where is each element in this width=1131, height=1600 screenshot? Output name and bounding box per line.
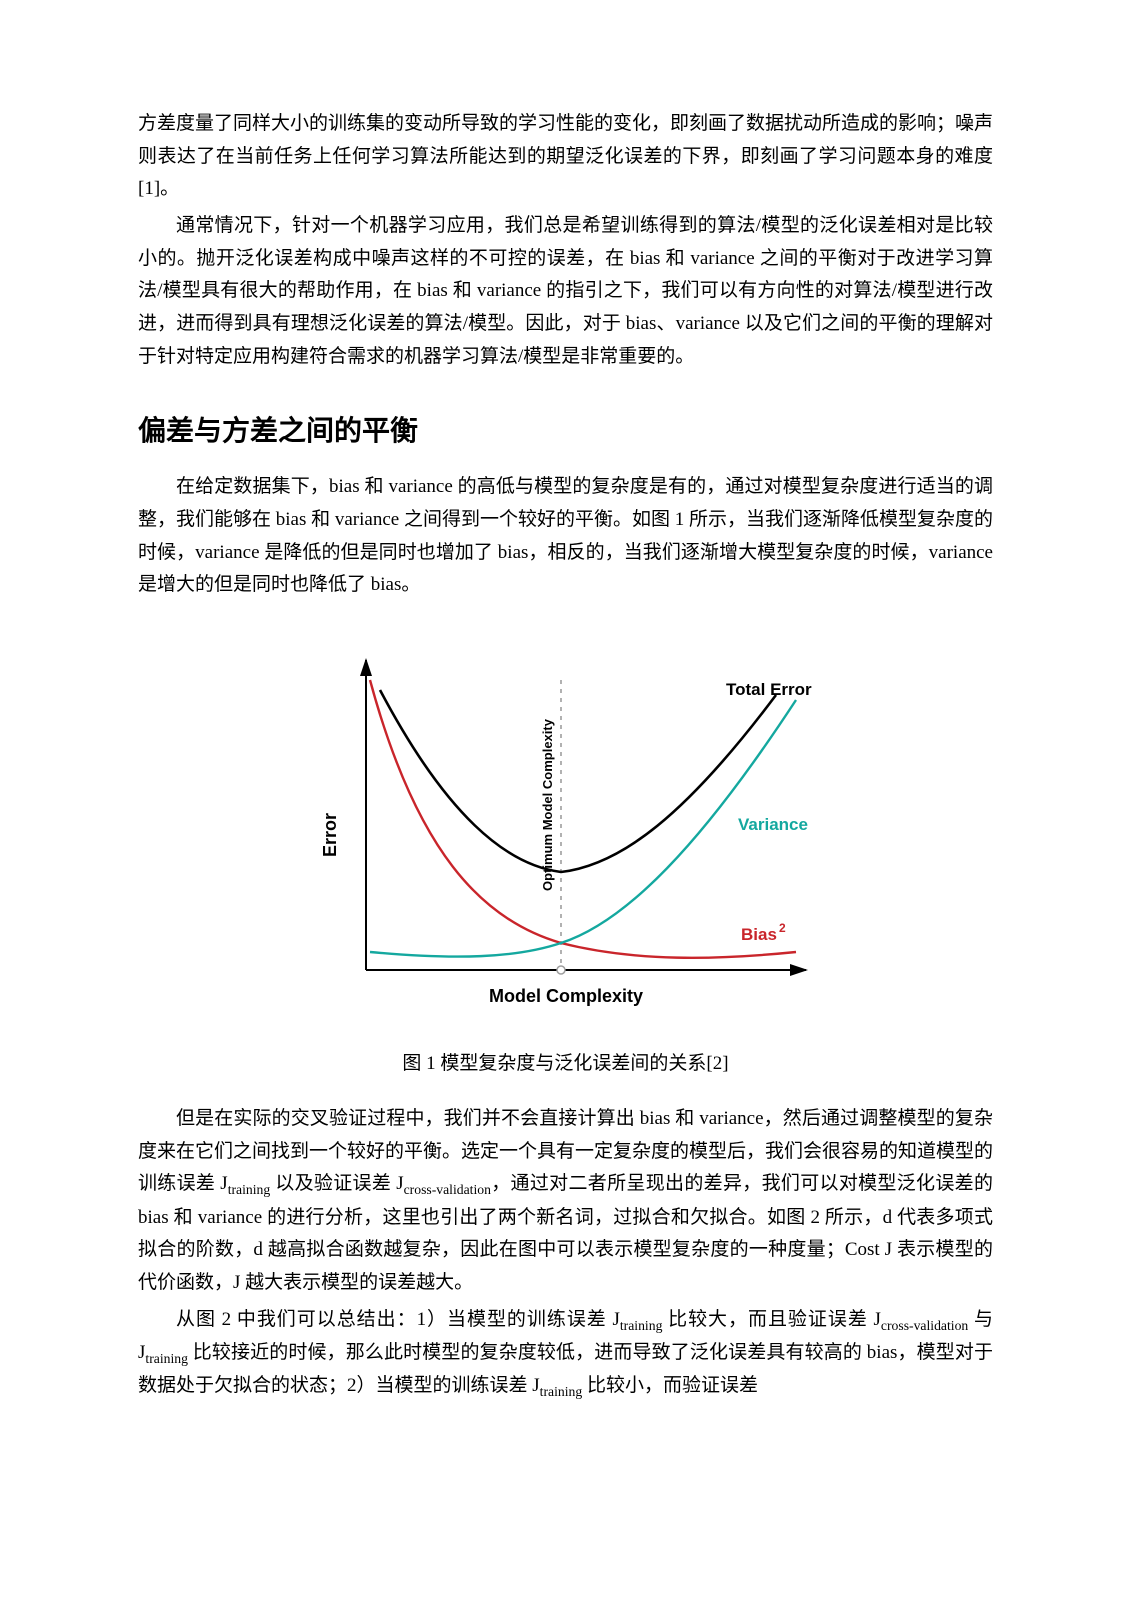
section-title: 偏差与方差之间的平衡 bbox=[138, 409, 993, 449]
paragraph-3: 在给定数据集下，bias 和 variance 的高低与模型的复杂度是有的，通过… bbox=[138, 471, 993, 602]
svg-text:Error: Error bbox=[320, 813, 340, 857]
p5-sub1: training bbox=[620, 1318, 663, 1333]
svg-text:Total Error: Total Error bbox=[726, 680, 812, 699]
p4-sub2: cross-validation bbox=[404, 1182, 491, 1197]
svg-text:Variance: Variance bbox=[738, 815, 808, 834]
p5-text-e: 比较小，而验证误差 bbox=[582, 1375, 758, 1396]
p5-text-a: 从图 2 中我们可以总结出：1）当模型的训练误差 J bbox=[176, 1309, 620, 1330]
svg-text:2: 2 bbox=[779, 921, 786, 935]
paragraph-1: 方差度量了同样大小的训练集的变动所导致的学习性能的变化，即刻画了数据扰动所造成的… bbox=[138, 108, 993, 206]
p5-sub3: training bbox=[145, 1351, 188, 1366]
paragraph-4: 但是在实际的交叉验证过程中，我们并不会直接计算出 bias 和 variance… bbox=[138, 1103, 993, 1300]
paragraph-2: 通常情况下，针对一个机器学习应用，我们总是希望训练得到的算法/模型的泛化误差相对… bbox=[138, 210, 993, 373]
paragraph-5: 从图 2 中我们可以总结出：1）当模型的训练误差 Jtraining 比较大，而… bbox=[138, 1304, 993, 1404]
svg-text:Bias: Bias bbox=[741, 925, 777, 944]
svg-text:Model Complexity: Model Complexity bbox=[488, 986, 642, 1006]
p5-sub4: training bbox=[540, 1384, 583, 1399]
bias-variance-chart: Error Model Complexity Optimum Model Compl… bbox=[306, 640, 826, 1030]
figure-1-caption: 图 1 模型复杂度与泛化误差间的关系[2] bbox=[138, 1048, 993, 1075]
svg-text:Optimum Model Complexity: Optimum Model Complexity bbox=[540, 718, 555, 891]
figure-1: Error Model Complexity Optimum Model Compl… bbox=[138, 640, 993, 1075]
p4-sub1: training bbox=[228, 1182, 271, 1197]
p5-text-b: 比较大，而且验证误差 J bbox=[662, 1309, 881, 1330]
p4-text-b: 以及验证误差 J bbox=[270, 1173, 403, 1194]
p5-sub2: cross-validation bbox=[881, 1318, 968, 1333]
page: 方差度量了同样大小的训练集的变动所导致的学习性能的变化，即刻画了数据扰动所造成的… bbox=[0, 0, 1131, 1600]
